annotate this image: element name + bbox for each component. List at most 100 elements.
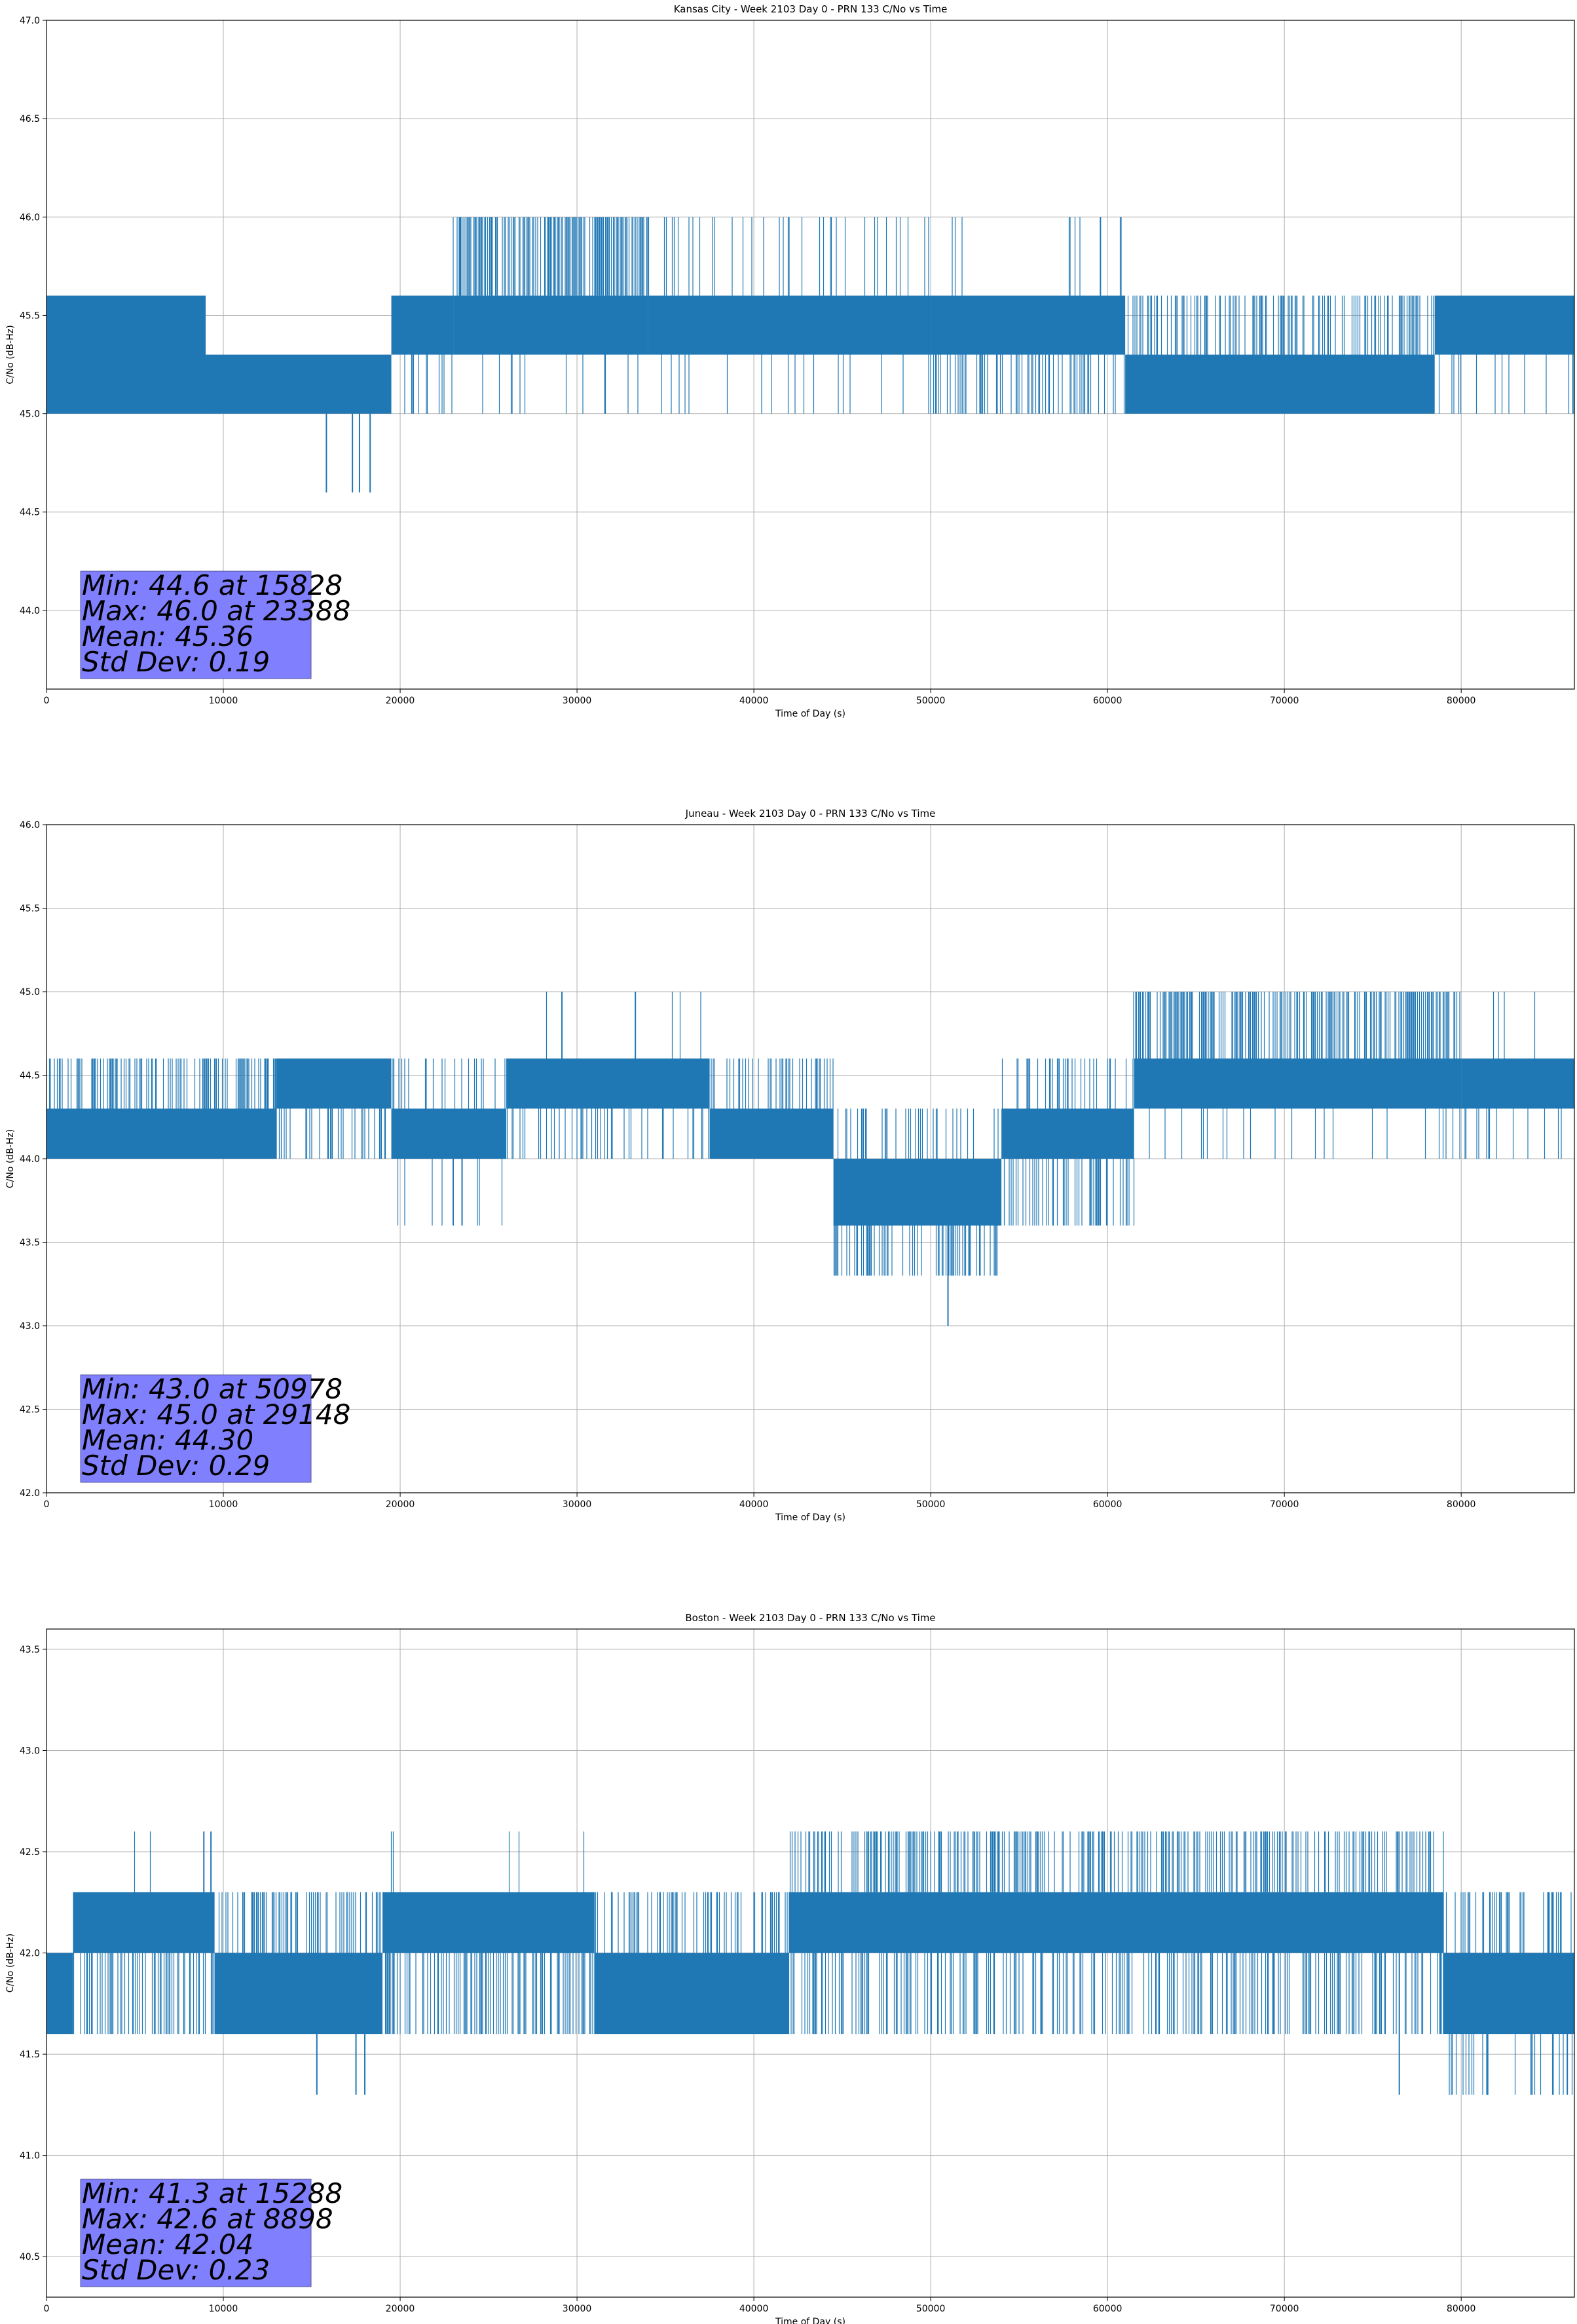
x-tick-label: 80000 [1447, 1499, 1476, 1510]
series-cno [46, 992, 1574, 1326]
y-tick-label: 42.0 [20, 1488, 40, 1499]
x-tick-label: 30000 [563, 696, 592, 706]
stats-line: Max: 45.0 at 29148 [82, 1398, 350, 1431]
x-tick-label: 10000 [209, 696, 238, 706]
x-tick-label: 70000 [1270, 1499, 1299, 1510]
y-tick-label: 43.5 [20, 1645, 40, 1655]
data-band [382, 1892, 595, 1953]
data-band [46, 1108, 277, 1159]
y-tick-label: 42.0 [20, 1949, 40, 1959]
data-band [1134, 1059, 1462, 1109]
y-axis-label: C/No (dB-Hz) [5, 1129, 16, 1188]
y-tick-label: 46.0 [20, 820, 40, 831]
data-band [1125, 354, 1435, 414]
y-tick-label: 42.5 [20, 1847, 40, 1858]
x-tick-label: 50000 [916, 1499, 946, 1510]
x-tick-label: 20000 [386, 696, 415, 706]
data-band [506, 1059, 710, 1109]
data-band [73, 1892, 215, 1953]
data-band [709, 1108, 834, 1159]
chart-title: Kansas City - Week 2103 Day 0 - PRN 133 … [674, 3, 948, 15]
data-band [214, 1953, 383, 2034]
chart-panel-3: Boston - Week 2103 Day 0 - PRN 133 C/No … [5, 1612, 1575, 2324]
x-tick-label: 40000 [739, 2304, 769, 2314]
y-tick-label: 43.0 [20, 1746, 40, 1756]
x-tick-label: 0 [44, 696, 50, 706]
y-tick-label: 43.0 [20, 1321, 40, 1332]
data-band [453, 295, 648, 355]
x-tick-label: 70000 [1270, 696, 1299, 706]
x-tick-label: 20000 [386, 2304, 415, 2314]
x-axis-label: Time of Day (s) [775, 709, 845, 719]
stats-line: Min: 41.3 at 15288 [82, 2177, 343, 2209]
y-tick-label: 45.5 [20, 904, 40, 914]
y-axis-label: C/No (dB-Hz) [5, 1934, 16, 1993]
data-band [1434, 295, 1574, 355]
chart-panel-2: Juneau - Week 2103 Day 0 - PRN 133 C/No … [5, 808, 1575, 1523]
x-tick-label: 30000 [563, 1499, 592, 1510]
data-band [46, 295, 206, 414]
x-tick-label: 50000 [916, 2304, 946, 2314]
x-axis-label: Time of Day (s) [775, 1512, 845, 1523]
x-tick-label: 70000 [1270, 2304, 1299, 2314]
x-tick-label: 10000 [209, 2304, 238, 2314]
x-tick-label: 80000 [1447, 696, 1476, 706]
stats-box-background [80, 2179, 312, 2287]
x-tick-label: 10000 [209, 1499, 238, 1510]
chart-title: Boston - Week 2103 Day 0 - PRN 133 C/No … [685, 1612, 935, 1624]
y-tick-label: 41.5 [20, 2050, 40, 2060]
stats-line: Min: 43.0 at 50978 [82, 1373, 343, 1405]
data-band [789, 1892, 1444, 1953]
plot-frame [46, 1628, 1575, 2298]
x-tick-label: 0 [44, 1499, 50, 1510]
x-axis-label: Time of Day (s) [775, 2317, 845, 2324]
grid-lines [46, 1629, 1574, 2297]
series-cno [46, 1831, 1574, 2095]
stats-line: Max: 42.6 at 8898 [82, 2203, 333, 2235]
y-tick-label: 47.0 [20, 16, 40, 26]
y-axis-label: C/No (dB-Hz) [5, 325, 16, 384]
data-band [46, 1953, 73, 2034]
data-band [1443, 1953, 1574, 2034]
stats-line: Std Dev: 0.19 [82, 646, 270, 678]
stats-line: Max: 46.0 at 23388 [82, 595, 350, 627]
y-tick-label: 42.5 [20, 1405, 40, 1415]
x-tick-label: 30000 [563, 2304, 592, 2314]
x-tick-label: 20000 [386, 1499, 415, 1510]
data-band [648, 295, 931, 355]
data-band [1001, 1108, 1134, 1159]
x-tick-label: 0 [44, 2304, 50, 2314]
stats-line: Std Dev: 0.29 [82, 1450, 270, 1482]
data-band [595, 1953, 790, 2034]
y-tick-label: 44.0 [20, 1154, 40, 1165]
plot-frame [46, 20, 1575, 690]
x-tick-label: 40000 [739, 1499, 769, 1510]
y-tick-label: 45.5 [20, 310, 40, 321]
x-tick-label: 80000 [1447, 2304, 1476, 2314]
y-tick-label: 40.5 [20, 2252, 40, 2262]
data-band [276, 1059, 392, 1109]
data-band [391, 1108, 507, 1159]
data-band [206, 354, 392, 414]
stats-box-background [80, 571, 312, 679]
x-tick-label: 60000 [1093, 2304, 1122, 2314]
y-tick-label: 46.5 [20, 114, 40, 124]
data-band [931, 295, 1126, 355]
x-tick-label: 40000 [739, 696, 769, 706]
data-band [1461, 1059, 1574, 1109]
data-band [391, 295, 454, 355]
y-tick-label: 45.0 [20, 987, 40, 998]
chart-panel-1: Kansas City - Week 2103 Day 0 - PRN 133 … [5, 3, 1575, 719]
series-cno [46, 217, 1574, 493]
y-tick-label: 43.5 [20, 1238, 40, 1248]
stats-line: Min: 44.6 at 15828 [82, 569, 343, 601]
stats-box-background [80, 1374, 312, 1483]
data-band [833, 1159, 1002, 1226]
stats-line: Mean: 45.36 [82, 620, 253, 652]
y-tick-label: 44.0 [20, 606, 40, 616]
x-tick-label: 50000 [916, 696, 946, 706]
